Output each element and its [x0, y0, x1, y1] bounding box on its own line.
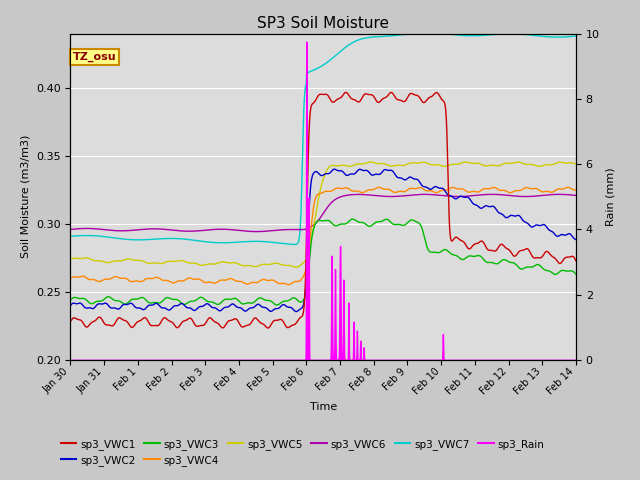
- X-axis label: Time: Time: [310, 402, 337, 412]
- Y-axis label: Soil Moisture (m3/m3): Soil Moisture (m3/m3): [20, 135, 30, 259]
- Text: TZ_osu: TZ_osu: [73, 52, 116, 62]
- Legend: sp3_VWC1, sp3_VWC2, sp3_VWC3, sp3_VWC4, sp3_VWC5, sp3_VWC6, sp3_VWC7, sp3_Rain: sp3_VWC1, sp3_VWC2, sp3_VWC3, sp3_VWC4, …: [56, 434, 549, 470]
- Y-axis label: Rain (mm): Rain (mm): [605, 168, 615, 226]
- Title: SP3 Soil Moisture: SP3 Soil Moisture: [257, 16, 389, 31]
